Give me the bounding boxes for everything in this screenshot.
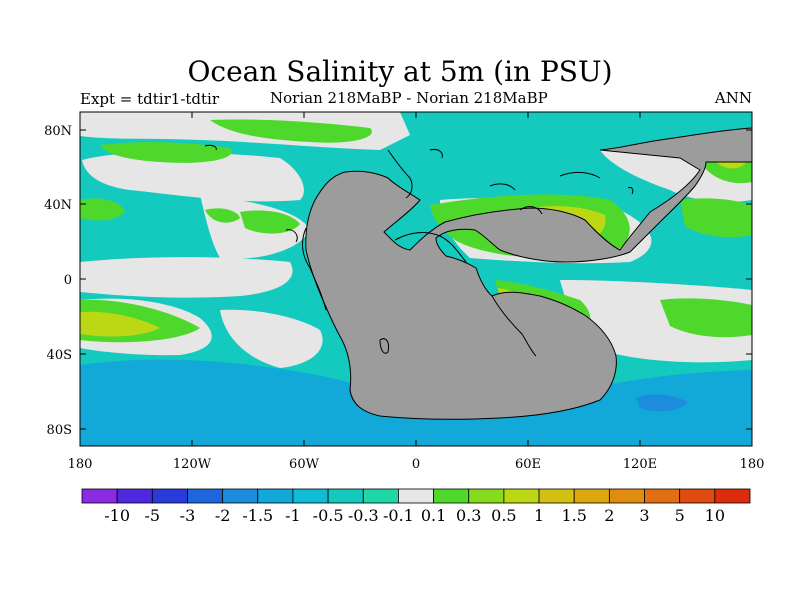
lon-tick-label: 120E [623, 457, 657, 472]
colorbar-swatch [573, 488, 610, 504]
southern-fresh-core [636, 394, 688, 412]
mid-pacific-positive [205, 208, 240, 223]
north-pacific-neutral [82, 152, 304, 202]
colorbar-swatch [608, 488, 645, 504]
latitude-axis: 80N 40N 0 40S 80S [44, 124, 752, 438]
season-label: ANN [714, 89, 752, 107]
island-north-tethys [559, 171, 601, 179]
colorbar-label: -5 [145, 506, 161, 525]
island-south [379, 338, 389, 354]
colorbar-label: 1 [534, 506, 544, 525]
lon-tick-label: 120W [173, 457, 212, 472]
colorbar-swatch [187, 488, 224, 504]
colorbar-label: -0.5 [313, 506, 344, 525]
east-pacific-positive [240, 210, 300, 234]
colorbar-label: 5 [675, 506, 685, 525]
colorbar-label: -1.5 [242, 506, 273, 525]
colorbar-swatch [257, 488, 294, 504]
colorbar-label: 2 [604, 506, 614, 525]
lon-tick-label: 0 [412, 457, 420, 472]
colorbar-label: 3 [639, 506, 649, 525]
west-positive [80, 198, 125, 221]
colorbar-swatch [503, 488, 540, 504]
lon-tick-label: 180 [68, 457, 93, 472]
colorbar-label: -10 [104, 506, 130, 525]
east-positive [680, 198, 752, 238]
lon-tick-label: 180 [740, 457, 765, 472]
lat-tick-label: 80N [44, 124, 72, 139]
lat-tick-label: 0 [64, 273, 72, 288]
colorbar-swatch [292, 488, 329, 504]
coastline-southeast [491, 295, 537, 357]
island-north-2 [429, 149, 443, 159]
colorbar-swatch [714, 488, 751, 504]
map-field [80, 112, 752, 446]
lon-tick-label: 60W [289, 457, 320, 472]
pangaea-landmass [305, 112, 752, 420]
experiment-label: Expt = tdtir1-tdtir [80, 90, 220, 108]
colorbar-label: -0.1 [383, 506, 414, 525]
colorbar-swatch [116, 488, 153, 504]
colorbar-swatch [468, 488, 505, 504]
island-tethys-1 [489, 183, 516, 191]
lon-tick-label: 60E [515, 457, 541, 472]
lat-tick-label: 40S [47, 348, 72, 363]
southeast-pacific-neutral [220, 309, 323, 368]
colorbar-swatch [81, 488, 118, 504]
colorbar-label: -3 [180, 506, 196, 525]
colorbar-label: 0.3 [456, 506, 481, 525]
colorbar-swatch [327, 488, 364, 504]
colorbar-swatch [362, 488, 399, 504]
coastline-tethys-west [394, 232, 467, 263]
colorbar-swatch [433, 488, 470, 504]
colorbar-swatch [398, 488, 434, 504]
colorbar-label: 10 [705, 506, 725, 525]
map-title: Ocean Salinity at 5m (in PSU) [187, 55, 613, 88]
lat-tick-label: 40N [44, 198, 72, 213]
period-label: Norian 218MaBP - Norian 218MaBP [270, 89, 548, 107]
south-pacific-high [80, 311, 160, 337]
arctic-positive [210, 119, 372, 143]
colorbar-swatch [151, 488, 188, 504]
southeast-positive [660, 298, 752, 338]
lat-tick-label: 80S [47, 423, 72, 438]
island-tethys-2 [519, 206, 543, 215]
island-west [285, 229, 298, 243]
colorbar-label: -1 [285, 506, 301, 525]
longitude-axis: 180 120W 60W 0 60E 120E 180 [68, 112, 765, 472]
colorbar-label: 0.1 [421, 506, 446, 525]
north-pacific-positive [100, 142, 232, 163]
colorbar-label: -0.3 [348, 506, 379, 525]
colorbar-label: 0.5 [491, 506, 516, 525]
colorbar-swatch [222, 488, 259, 504]
island-arctic [204, 144, 217, 151]
colorbar-swatch [538, 488, 575, 504]
colorbar-swatch [679, 488, 716, 504]
equatorial-pacific-neutral [80, 257, 293, 298]
coastline-north [387, 149, 413, 199]
colorbar: -10 -5 -3 -2 -1.5 -1 -0.5 -0.3 -0.1 0.1 0.3 0.5 1 1.5… [81, 488, 751, 525]
colorbar-label: 1.5 [561, 506, 586, 525]
island-east [627, 187, 634, 195]
colorbar-swatch [644, 488, 681, 504]
colorbar-label: -2 [215, 506, 231, 525]
coastline-west [302, 227, 327, 311]
